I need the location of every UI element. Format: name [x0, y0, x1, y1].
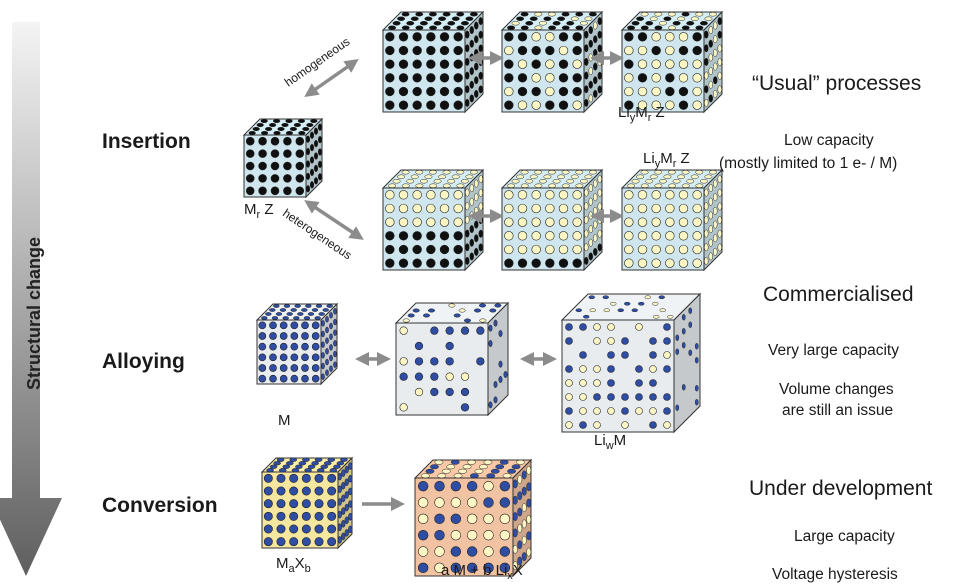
- cube-alloy-m: [255, 302, 339, 386]
- insertion-label: Insertion: [102, 130, 191, 153]
- alloying-capacity: Very large capacity: [768, 342, 899, 359]
- process-arrows: [304, 51, 624, 511]
- alloying-label: Alloying: [102, 350, 185, 373]
- conversion-label: Conversion: [102, 494, 218, 517]
- cube-host-mrz: [242, 117, 324, 199]
- cube-hetero-2: [500, 168, 604, 272]
- cube-hetero-3: [620, 168, 724, 272]
- cube-homog-2: [500, 10, 604, 114]
- insertion-capacity: Low capacity: [784, 132, 874, 149]
- cube-homog-3: [620, 10, 724, 114]
- cube-hetero-1: [381, 168, 485, 272]
- formula-m: M: [278, 412, 291, 429]
- structural-change-arrow: [0, 22, 62, 576]
- cube-homog-1: [381, 10, 485, 114]
- alloying-note-line2: are still an issue: [782, 402, 894, 419]
- cube-conv-product: [413, 458, 533, 578]
- insertion-note: (mostly limited to 1 e- / M): [719, 155, 898, 172]
- conversion-note: Voltage hysteresis: [772, 566, 898, 583]
- insertion-status: “Usual” processes: [752, 72, 922, 95]
- cube-alloy-2: [394, 301, 510, 417]
- alloying-status: Commercialised: [763, 283, 914, 306]
- formula-conversion-product: a M + b LixX: [441, 562, 523, 582]
- formula-liwm: LiwM: [594, 432, 627, 452]
- cube-alloy-liwm: [560, 292, 702, 434]
- heterogeneous-arrow: [304, 200, 364, 240]
- conversion-capacity: Large capacity: [794, 528, 895, 545]
- conversion-status: Under development: [749, 477, 933, 500]
- homogeneous-arrow: [304, 58, 359, 98]
- cube-conv-maxb: [260, 456, 354, 550]
- formula-liymrz-bottom: LiyMr Z: [643, 150, 690, 170]
- formula-liymrz-top: LiyMr Z: [618, 104, 665, 124]
- formula-maxb: MaXb: [276, 555, 311, 575]
- axis-title: Structural change: [24, 236, 44, 390]
- alloying-note-line1: Volume changes: [779, 381, 894, 398]
- formula-mrz: Mr Z: [244, 201, 274, 221]
